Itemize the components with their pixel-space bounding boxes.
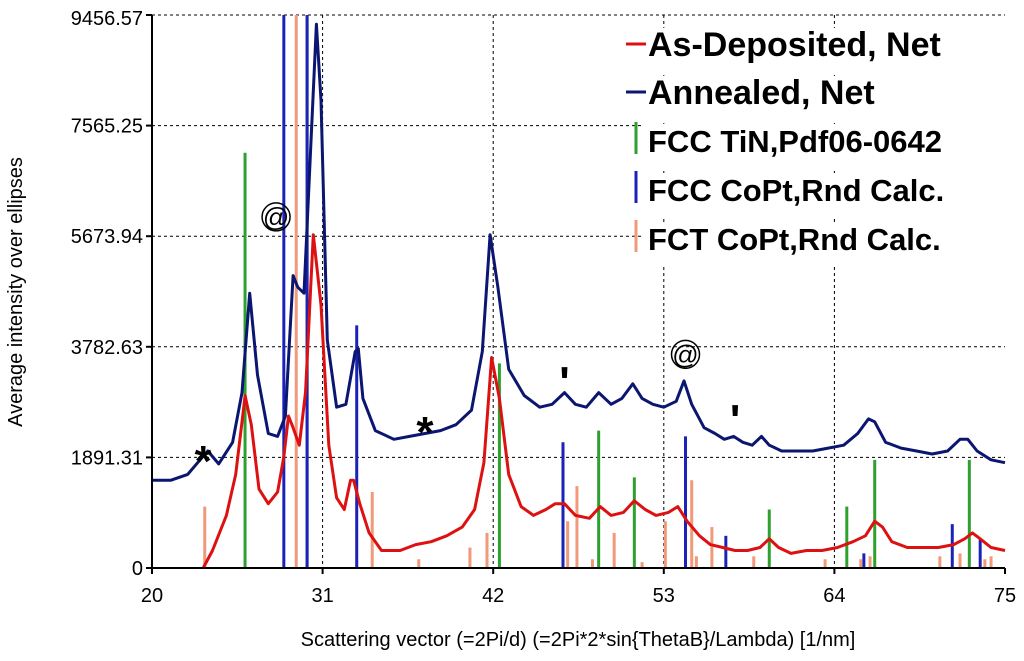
y-tick-label: 9456.57	[71, 8, 143, 30]
legend-label: FCC TiN,Pdf06-0642	[648, 124, 942, 159]
y-axis-label: Average intensity over ellipses	[5, 157, 27, 427]
y-tick-label: 3782.63	[71, 337, 143, 359]
y-tick-label: 7565.25	[71, 116, 143, 138]
annotation-star: *	[195, 437, 213, 486]
x-tick-label: 31	[311, 585, 333, 607]
legend-bg	[642, 28, 1007, 72]
legend-bg	[642, 222, 1007, 266]
x-tick-label: 64	[823, 585, 845, 607]
x-tick-label: 53	[653, 585, 675, 607]
legend-bg	[642, 124, 1007, 168]
x-axis-label: Scattering vector (=2Pi/d) (=2Pi*2*sin{T…	[301, 629, 856, 651]
legend-bg	[642, 76, 1007, 120]
annotation-circle	[670, 339, 701, 370]
y-tick-label: 0	[132, 558, 143, 580]
x-tick-label: 20	[141, 585, 163, 607]
x-tick-label: 42	[482, 585, 504, 607]
series-lines	[152, 22, 1006, 569]
series-line	[152, 22, 1006, 482]
legend-label: FCC CoPt,Rnd Calc.	[648, 173, 944, 208]
annotation-at: @	[672, 339, 698, 369]
legend-label: Annealed, Net	[648, 74, 875, 112]
annotation-tick: '	[559, 358, 569, 407]
y-tick-label: 5673.94	[71, 226, 143, 248]
reference-sticks	[203, 15, 993, 568]
annotation-star: *	[416, 408, 434, 457]
legend-label: FCT CoPt,Rnd Calc.	[648, 222, 941, 257]
axes	[146, 14, 1006, 574]
annotation-at: @	[263, 202, 289, 232]
annotations: * @ * ' @ '	[195, 202, 741, 486]
legend-bg	[642, 173, 1007, 217]
tick-labels: 20 31 42 53 64 75 0 1891.31 3782.63 5673.94 7565.2…	[71, 8, 1016, 607]
y-tick-label: 1891.31	[71, 447, 143, 469]
annotation-tick: '	[730, 396, 740, 445]
legend: As-Deposited, Net Annealed, Net FCC TiN,Pd…	[626, 26, 1007, 266]
annotation-circle	[261, 202, 291, 232]
x-tick-label: 75	[994, 585, 1016, 607]
series-line	[201, 233, 1006, 569]
legend-label: As-Deposited, Net	[648, 26, 941, 64]
